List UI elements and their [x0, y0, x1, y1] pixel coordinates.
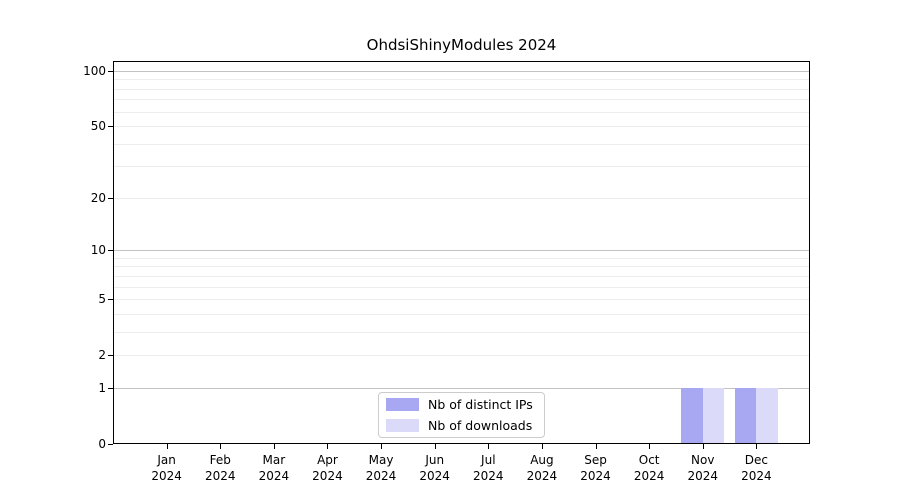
gridline-major	[114, 387, 809, 389]
x-tick-label: Aug 2024	[526, 453, 558, 483]
x-tick-label: Jan 2024	[151, 453, 182, 483]
gridline-minor	[114, 266, 809, 268]
y-tick-label: 5	[98, 292, 106, 307]
x-tick-label: Nov 2024	[687, 453, 719, 483]
gridline-minor	[114, 143, 809, 145]
x-tick-label: Jun 2024	[419, 453, 450, 483]
x-tick-mark	[649, 444, 650, 449]
x-tick-mark	[167, 444, 168, 449]
x-tick-mark	[327, 444, 328, 449]
bar-downloads-nov-2024	[702, 387, 725, 443]
plot-area	[113, 61, 810, 444]
y-tick-mark	[108, 388, 113, 389]
gridline-minor	[114, 355, 809, 357]
gridline-minor	[114, 286, 809, 288]
y-tick-mark	[108, 250, 113, 251]
bar-downloads-dec-2024	[756, 387, 778, 443]
gridline-minor	[114, 197, 809, 199]
x-tick-mark	[703, 444, 704, 449]
gridline-minor	[114, 299, 809, 301]
gridline-minor	[114, 111, 809, 113]
x-tick-mark	[381, 444, 382, 449]
gridline-minor	[114, 313, 809, 315]
x-tick-label: Jul 2024	[473, 453, 504, 483]
x-tick-mark	[220, 444, 221, 449]
legend: Nb of distinct IPs Nb of downloads	[378, 392, 545, 438]
y-tick-label: 50	[90, 119, 106, 134]
x-tick-mark	[756, 444, 757, 449]
y-tick-label: 2	[98, 348, 106, 363]
x-tick-mark	[274, 444, 275, 449]
gridline-minor	[114, 99, 809, 101]
y-tick-label: 100	[83, 63, 106, 78]
y-tick-mark	[108, 71, 113, 72]
bar-distinct-ips-dec-2024	[734, 387, 757, 443]
x-tick-label: May 2024	[365, 453, 397, 483]
y-tick-label: 10	[90, 243, 106, 258]
y-tick-mark	[108, 198, 113, 199]
x-tick-mark	[596, 444, 597, 449]
gridline-minor	[114, 331, 809, 333]
gridline-minor	[114, 166, 809, 168]
chart-title: OhdsiShinyModules 2024	[366, 36, 557, 54]
y-tick-mark	[108, 444, 113, 445]
gridline-minor	[114, 257, 809, 259]
x-tick-mark	[488, 444, 489, 449]
gridline-major	[114, 250, 809, 252]
x-tick-label: Oct 2024	[633, 453, 665, 483]
gridline-major	[114, 70, 809, 72]
x-tick-label: Feb 2024	[204, 453, 236, 483]
x-tick-label: Dec 2024	[741, 453, 772, 483]
gridline-minor	[114, 88, 809, 90]
x-tick-label: Mar 2024	[258, 453, 290, 483]
y-tick-mark	[108, 299, 113, 300]
x-tick-mark	[435, 444, 436, 449]
legend-label-downloads: Nb of downloads	[428, 418, 533, 434]
legend-item-distinct-ips: Nb of distinct IPs	[379, 394, 544, 414]
x-tick-label: Sep 2024	[580, 453, 611, 483]
legend-swatch-distinct-ips-icon	[386, 397, 419, 411]
legend-swatch-downloads-icon	[386, 419, 419, 433]
y-tick-label: 1	[98, 380, 106, 395]
y-tick-label: 20	[90, 190, 106, 205]
gridline-minor	[114, 79, 809, 81]
x-tick-mark	[542, 444, 543, 449]
gridline-minor	[114, 275, 809, 277]
y-tick-mark	[108, 355, 113, 356]
bar-distinct-ips-nov-2024	[681, 387, 703, 443]
legend-label-distinct-ips: Nb of distinct IPs	[428, 396, 533, 412]
y-tick-label: 0	[98, 437, 106, 451]
x-tick-label: Apr 2024	[312, 453, 343, 483]
gridline-minor	[114, 126, 809, 128]
y-tick-mark	[108, 126, 113, 127]
legend-item-downloads: Nb of downloads	[379, 416, 544, 436]
